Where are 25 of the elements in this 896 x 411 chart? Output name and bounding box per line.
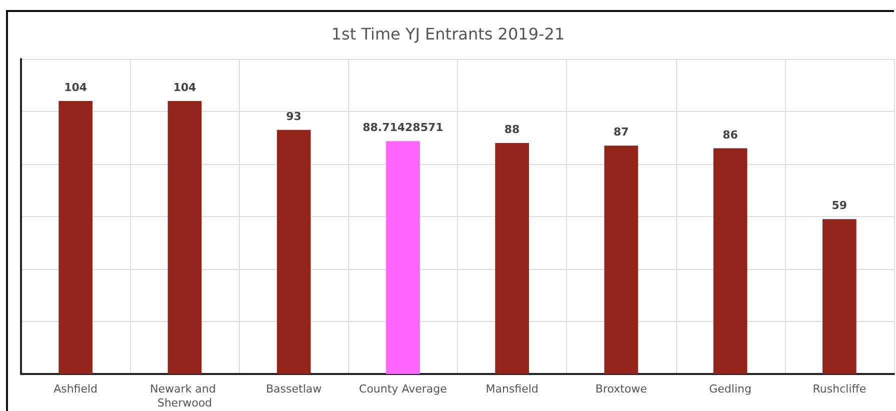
bar (604, 146, 638, 374)
bar (495, 143, 529, 374)
bar (276, 130, 311, 374)
bar (822, 219, 856, 374)
data-label: 88.71428571 (362, 121, 444, 134)
data-label: 93 (286, 110, 302, 123)
x-tick-label: Rushcliffe (812, 382, 866, 396)
bar (386, 141, 420, 374)
x-tick-label: Mansfield (486, 382, 538, 396)
data-label: 104 (173, 81, 197, 94)
x-tick-label: County Average (359, 382, 448, 396)
bar (58, 101, 92, 374)
x-tick-label: Bassetlaw (266, 382, 322, 396)
bar (168, 101, 202, 374)
data-label: 86 (722, 128, 738, 142)
data-label: 88 (504, 123, 520, 136)
data-label: 87 (614, 126, 629, 139)
x-tick-label: Ashfield (54, 382, 98, 396)
data-label: 59 (832, 199, 848, 212)
bar (713, 148, 748, 374)
x-tick-label: Broxtowe (595, 382, 648, 396)
chart-title: 1st Time YJ Entrants 2019-21 (331, 24, 565, 44)
data-label: 104 (64, 81, 88, 94)
x-tick-label: Gedling (709, 382, 752, 396)
x-tick-label: Newark and Sherwood (150, 382, 220, 410)
